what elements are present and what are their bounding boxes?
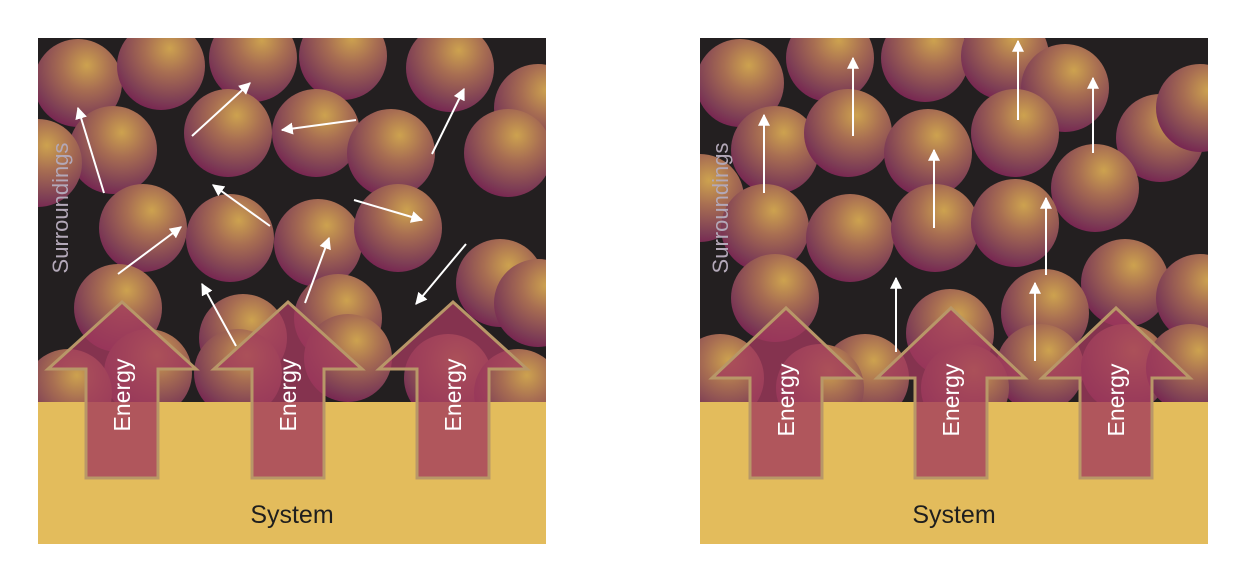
particle <box>806 194 894 282</box>
particle <box>971 89 1059 177</box>
particle <box>884 109 972 197</box>
particle <box>274 199 362 287</box>
surroundings-label: Surroundings <box>708 143 733 274</box>
particle <box>347 109 435 197</box>
particle <box>731 106 819 194</box>
energy-arrows: Energy Energy Energy <box>48 302 527 478</box>
particle <box>272 89 360 177</box>
particle <box>186 194 274 282</box>
particle <box>1081 239 1169 327</box>
energy-label: Energy <box>275 358 301 431</box>
energy-label: Energy <box>109 358 135 431</box>
particle <box>99 184 187 272</box>
energy-label: Energy <box>440 358 466 431</box>
energy-arrows: Energy Energy Energy <box>712 308 1190 478</box>
particle <box>354 184 442 272</box>
particle <box>804 89 892 177</box>
energy-label: Energy <box>1103 363 1129 436</box>
diagram-directed-motion: Energy Energy Energy <box>700 38 1208 544</box>
energy-label: Energy <box>773 363 799 436</box>
system-label: System <box>250 501 333 529</box>
energy-label: Energy <box>938 363 964 436</box>
system-label: System <box>912 501 995 529</box>
surroundings-label: Surroundings <box>48 143 73 274</box>
particle <box>1051 144 1139 232</box>
diagram-random-motion: Energy Energy Energy <box>38 38 546 544</box>
